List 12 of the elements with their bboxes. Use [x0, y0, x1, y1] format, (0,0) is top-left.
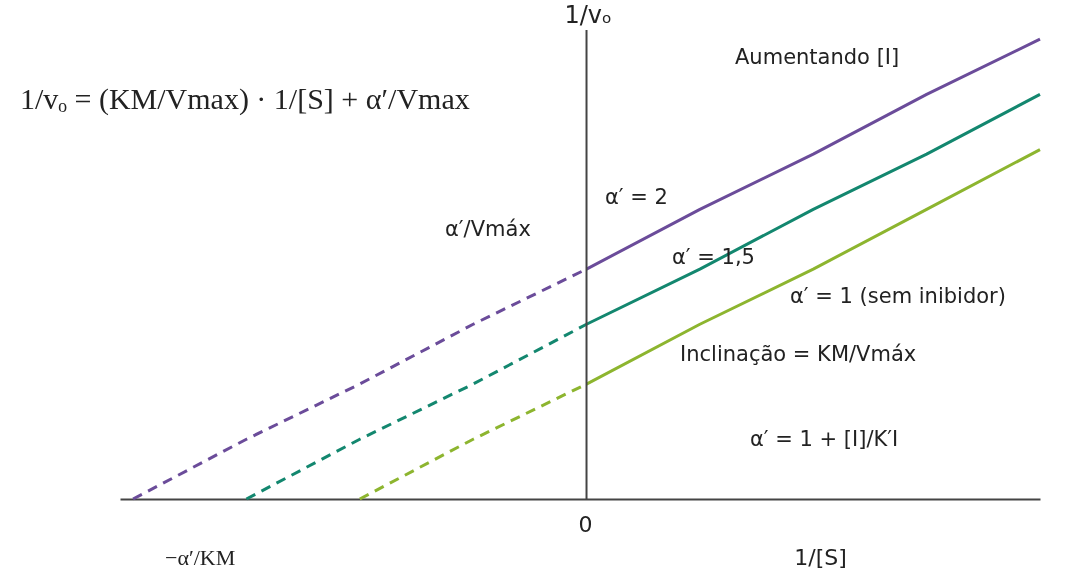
annotation: α′ = 1 + [I]/K′I [750, 427, 899, 451]
annotation: α′ = 1,5 [672, 245, 755, 269]
y-axis-title: 1/vₒ [564, 1, 612, 29]
annotation: α′/Vmáx [445, 217, 531, 241]
annotation: Inclinação = KM/Vmáx [680, 342, 917, 366]
text: −α′/KM [165, 545, 236, 570]
x-axis-title: 1/[S] [794, 544, 847, 570]
annotation: 1/vₒ = (KM/Vmax) · 1/[S] + α′/Vmax [20, 82, 470, 116]
annotation: α′ = 1 (sem inibidor) [790, 284, 1006, 308]
annotation: α′ = 2 [605, 185, 668, 209]
annotation: Aumentando [I] [735, 45, 900, 69]
text: 0 [578, 512, 593, 537]
